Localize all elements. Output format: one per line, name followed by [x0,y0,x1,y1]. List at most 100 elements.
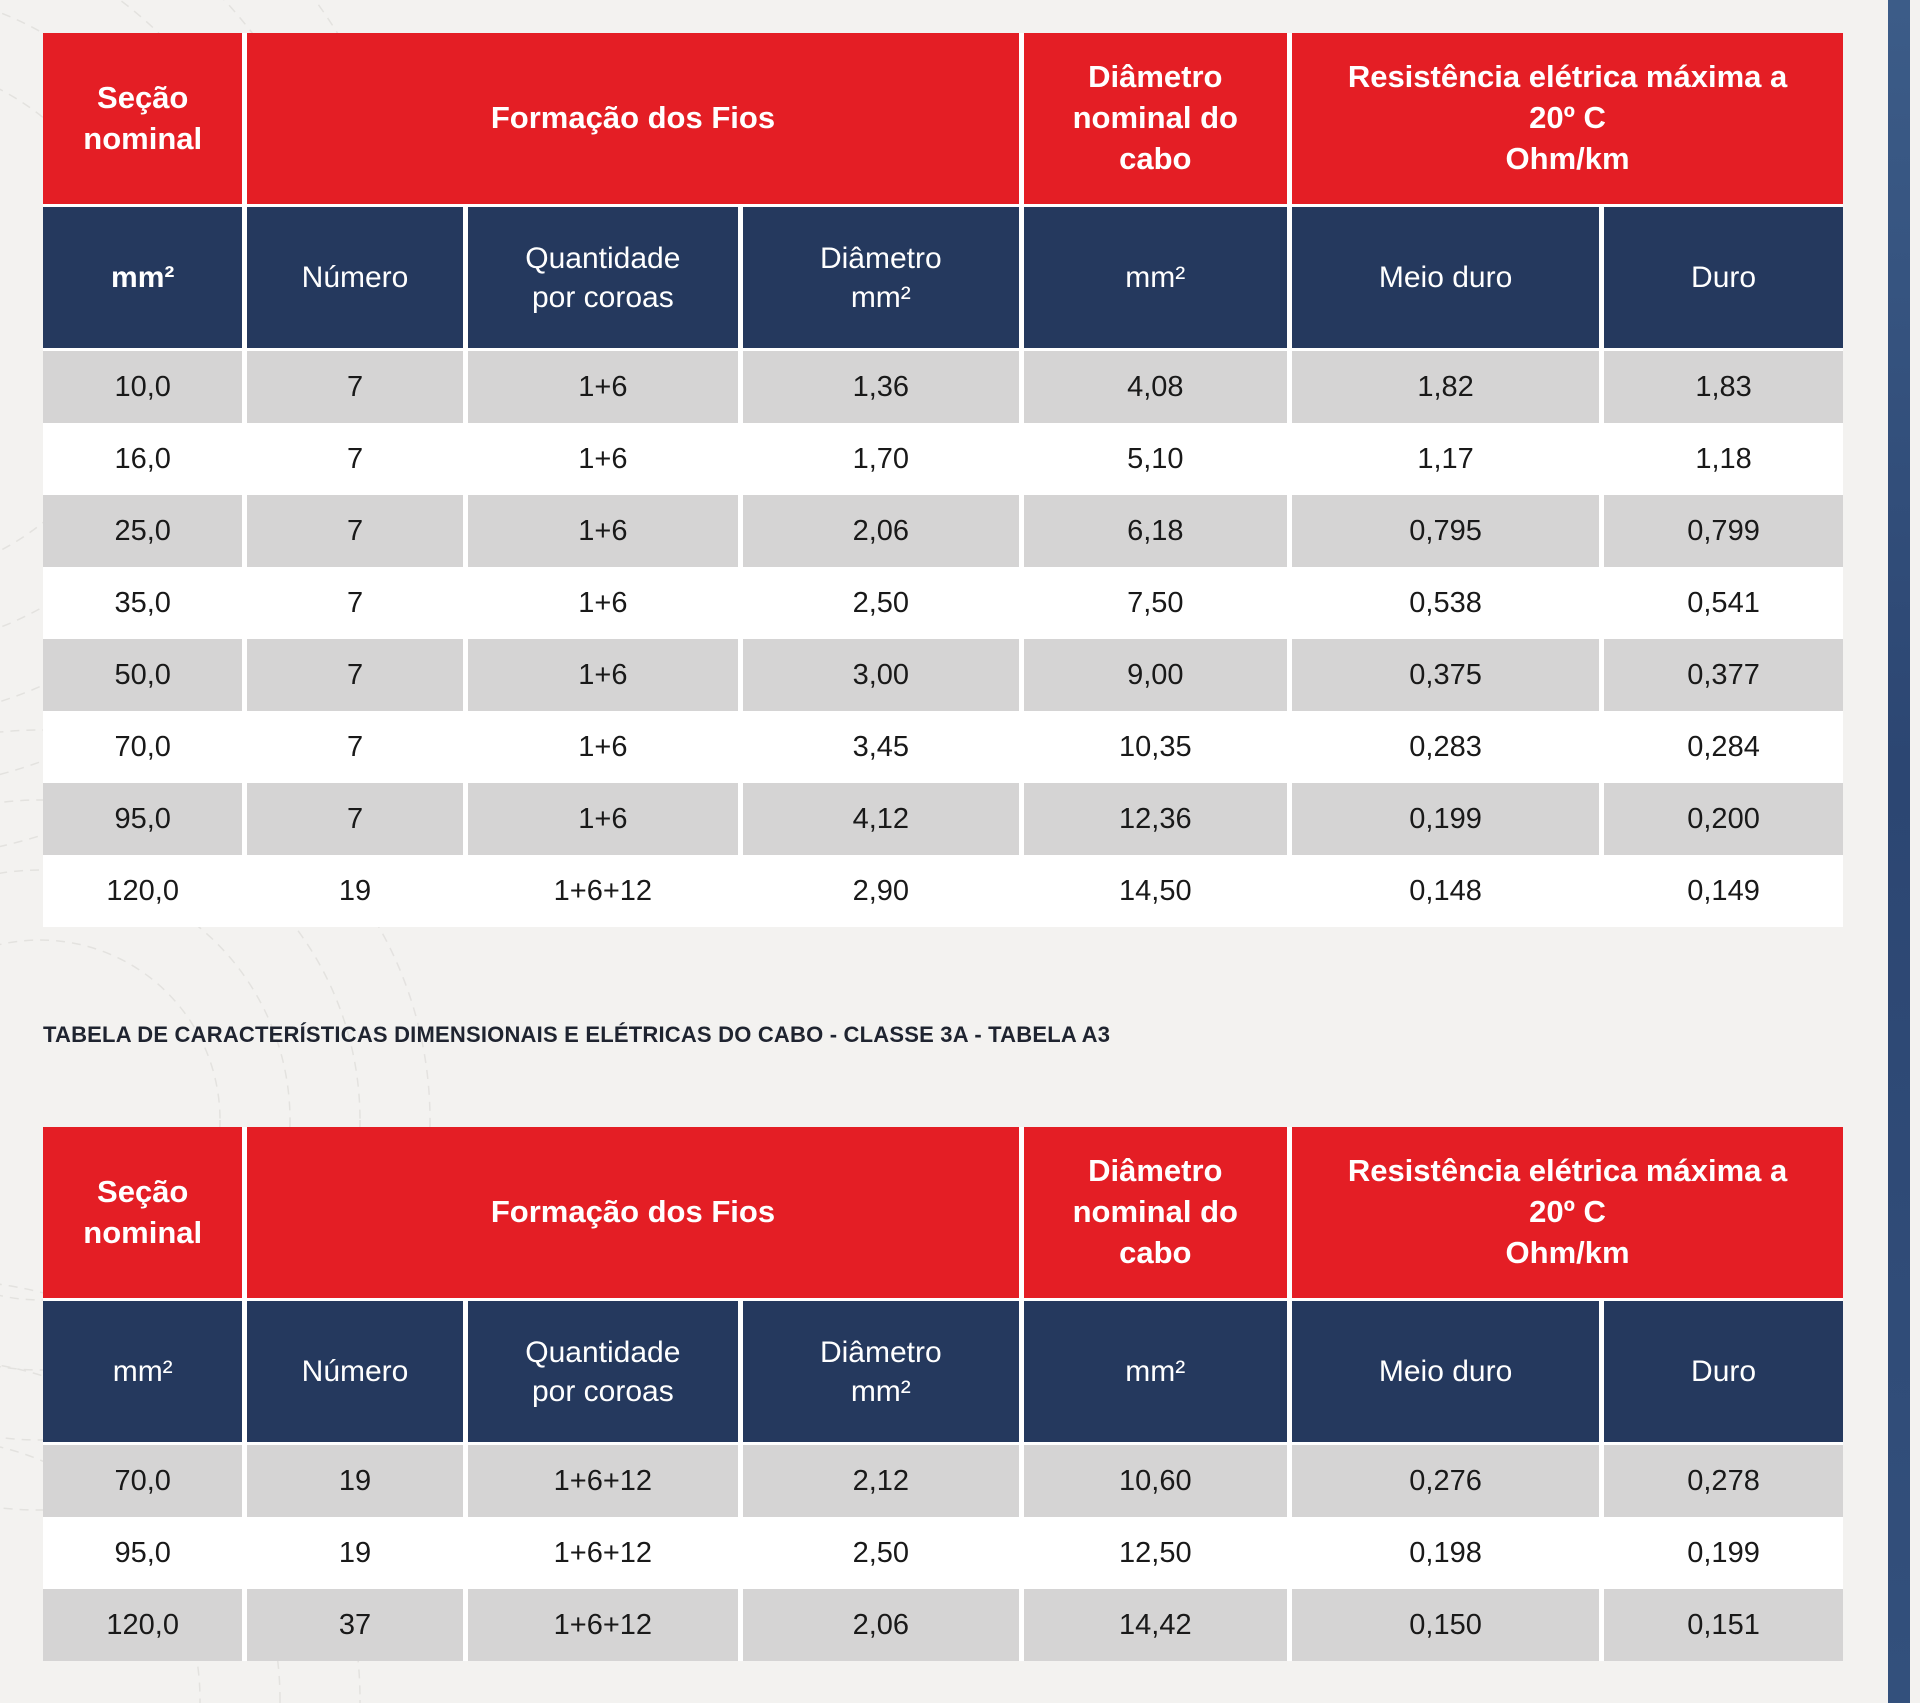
table-cell: 0,199 [1292,783,1600,855]
cable-table-1: Seção nominal Formação dos Fios Diâmetro… [43,33,1843,927]
table-cell: 7 [247,351,463,423]
table-cell: 2,06 [743,495,1019,567]
table-cell: 10,60 [1023,1445,1288,1517]
table-cell: 35,0 [43,567,243,639]
table-1-body: 10,0 7 1+6 1,36 4,08 1,82 1,83 16,0 7 1+6 1,70 5,10… [43,351,1843,927]
table-2-header-row: Seção nominal Formação dos Fios Diâmetro… [43,1127,1843,1298]
table-cell: 50,0 [43,639,243,711]
table-cell: 9,00 [1023,639,1288,711]
table-cell: 14,50 [1023,855,1288,927]
table-cell: 0,148 [1292,855,1600,927]
table-cell: 7,50 [1023,567,1288,639]
table-cell: 3,00 [743,639,1019,711]
table-cell: 0,538 [1292,567,1600,639]
cable-table-2: Seção nominal Formação dos Fios Diâmetro… [43,1127,1843,1661]
table-cell: 10,0 [43,351,243,423]
table-cell: 95,0 [43,783,243,855]
subheader-numero: Número [247,207,463,348]
table-cell: 120,0 [43,1589,243,1661]
table-cell: 1,83 [1604,351,1843,423]
table-cell: 0,377 [1604,639,1843,711]
table-cell: 10,35 [1023,711,1288,783]
table-cell: 37 [247,1589,463,1661]
table-cell: 0,276 [1292,1445,1600,1517]
table-cell: 0,199 [1604,1517,1843,1589]
table-cell: 1+6 [467,711,739,783]
table-cell: 1+6 [467,639,739,711]
table-cell: 1+6 [467,495,739,567]
table-cell: 19 [247,1445,463,1517]
table-cell: 1+6+12 [467,1445,739,1517]
table-cell: 2,50 [743,1517,1019,1589]
table-cell: 1,70 [743,423,1019,495]
table-cell: 7 [247,783,463,855]
table-cell: 19 [247,1517,463,1589]
header-diametro-nominal: Diâmetro nominal do cabo [1023,33,1288,204]
table-cell: 7 [247,495,463,567]
header-diametro-nominal: Diâmetro nominal do cabo [1023,1127,1288,1298]
table-cell: 70,0 [43,1445,243,1517]
header-resistencia-eletrica: Resistência elétrica máxima a 20º C Ohm/… [1292,1127,1843,1298]
table-cell: 95,0 [43,1517,243,1589]
table-cell: 1+6 [467,351,739,423]
table-cell: 7 [247,639,463,711]
table-cell: 4,08 [1023,351,1288,423]
table-cell: 1,36 [743,351,1019,423]
table-cell: 0,541 [1604,567,1843,639]
table-cell: 12,36 [1023,783,1288,855]
header-secao-nominal: Seção nominal [43,1127,243,1298]
table-cell: 2,50 [743,567,1019,639]
table-cell: 1+6+12 [467,1517,739,1589]
subheader-diametro-mm2: Diâmetro mm² [743,1301,1019,1442]
table-cell: 0,799 [1604,495,1843,567]
table-cell: 0,151 [1604,1589,1843,1661]
header-secao-nominal: Seção nominal [43,33,243,204]
table-cell: 14,42 [1023,1589,1288,1661]
table-cell: 2,90 [743,855,1019,927]
subheader-quantidade-coroas: Quantidade por coroas [467,207,739,348]
table-cell: 0,375 [1292,639,1600,711]
table-cell: 1+6 [467,567,739,639]
subheader-diametro-mm2: Diâmetro mm² [743,207,1019,348]
table-cell: 0,150 [1292,1589,1600,1661]
section-title: TABELA DE CARACTERÍSTICAS DIMENSIONAIS E… [43,1022,1111,1047]
table-1-subheader-row: mm² Número Quantidade por coroas Diâmetr… [43,207,1843,348]
header-resistencia-eletrica: Resistência elétrica máxima a 20º C Ohm/… [1292,33,1843,204]
table-cell: 6,18 [1023,495,1288,567]
subheader-duro: Duro [1604,1301,1843,1442]
table-cell: 4,12 [743,783,1019,855]
table-cell: 2,12 [743,1445,1019,1517]
subheader-duro: Duro [1604,207,1843,348]
table-cell: 25,0 [43,495,243,567]
subheader-quantidade-coroas: Quantidade por coroas [467,1301,739,1442]
table-cell: 7 [247,423,463,495]
datasheet-page: Seção nominal Formação dos Fios Diâmetro… [43,33,1843,1661]
table-cell: 1,82 [1292,351,1600,423]
table-cell: 1+6+12 [467,855,739,927]
table-cell: 1+6+12 [467,1589,739,1661]
table-cell: 1+6 [467,423,739,495]
table-2-subheader-row: mm² Número Quantidade por coroas Diâmetr… [43,1301,1843,1442]
table-cell: 1,18 [1604,423,1843,495]
table-cell: 0,795 [1292,495,1600,567]
table-cell: 16,0 [43,423,243,495]
subheader-meio-duro: Meio duro [1292,207,1600,348]
table-cell: 2,06 [743,1589,1019,1661]
table-cell: 19 [247,855,463,927]
subheader-meio-duro: Meio duro [1292,1301,1600,1442]
table-cell: 1,17 [1292,423,1600,495]
table-cell: 7 [247,567,463,639]
table-cell: 5,10 [1023,423,1288,495]
right-edge-stripe [1888,0,1910,1703]
table-cell: 0,284 [1604,711,1843,783]
table-1-header-row: Seção nominal Formação dos Fios Diâmetro… [43,33,1843,204]
table-cell: 12,50 [1023,1517,1288,1589]
table-cell: 3,45 [743,711,1019,783]
subheader-mm2: mm² [43,207,243,348]
table-cell: 0,283 [1292,711,1600,783]
subheader-mm2-cabo: mm² [1023,1301,1288,1442]
table-cell: 1+6 [467,783,739,855]
table-cell: 120,0 [43,855,243,927]
table-cell: 0,149 [1604,855,1843,927]
subheader-mm2-cabo: mm² [1023,207,1288,348]
